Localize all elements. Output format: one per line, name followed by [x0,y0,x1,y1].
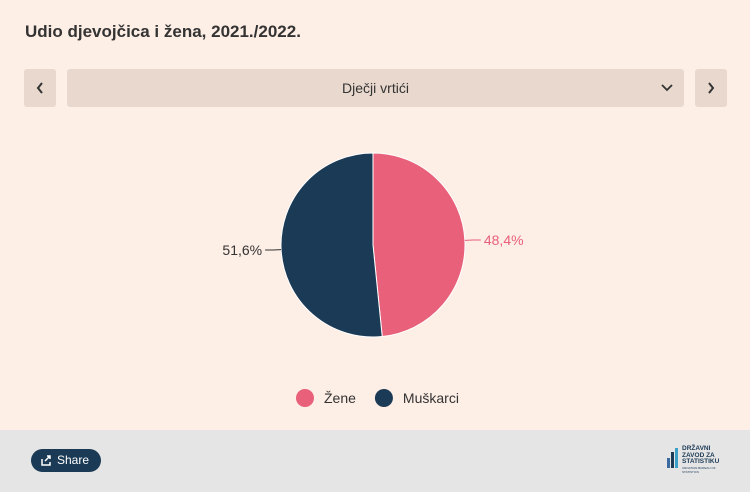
legend-label: Muškarci [403,390,459,406]
data-label: 48,4% [484,232,524,248]
dropdown-arrow [661,84,673,92]
share-button[interactable]: Share [31,449,101,472]
logo: DRŽAVNI ZAVOD ZA STATISTIKU CROATIAN BUREAU… [666,445,726,476]
prev-icon [36,82,43,94]
legend-marker [374,389,393,407]
pie-slice [372,152,466,338]
chart: 48,4% 51,6% Žene Muškarci [222,152,524,407]
logo-line: STATISTIKU [682,458,720,465]
title: Udio djevojčica i žena, 2021./2022. [25,22,301,41]
logo-bars [667,448,678,468]
pie-slice [280,152,383,338]
legend-marker [296,389,314,407]
logo-line: DRŽAVNI [682,445,711,452]
logo-text: DRŽAVNI ZAVOD ZA STATISTIKU CROATIAN BUREAU… [682,445,726,474]
legend-label: Žene [324,390,356,406]
footer: Share DRŽAVNI ZAVOD ZA STATISTIKU CROATIAN … [0,430,750,492]
share-label: Share [57,453,90,467]
next-button[interactable] [695,69,727,107]
dropdown[interactable]: Dječji vrtići [67,69,684,107]
logo-sub: CROATIAN BUREAU OF STATISTICS [682,465,716,474]
data-label: 51,6% [222,242,262,258]
logo-line: ZAVOD ZA [682,451,715,459]
next-icon [708,82,715,94]
share-icon [41,455,51,466]
dropdown-value: Dječji vrtići [342,80,409,96]
prev-button[interactable] [24,69,56,107]
